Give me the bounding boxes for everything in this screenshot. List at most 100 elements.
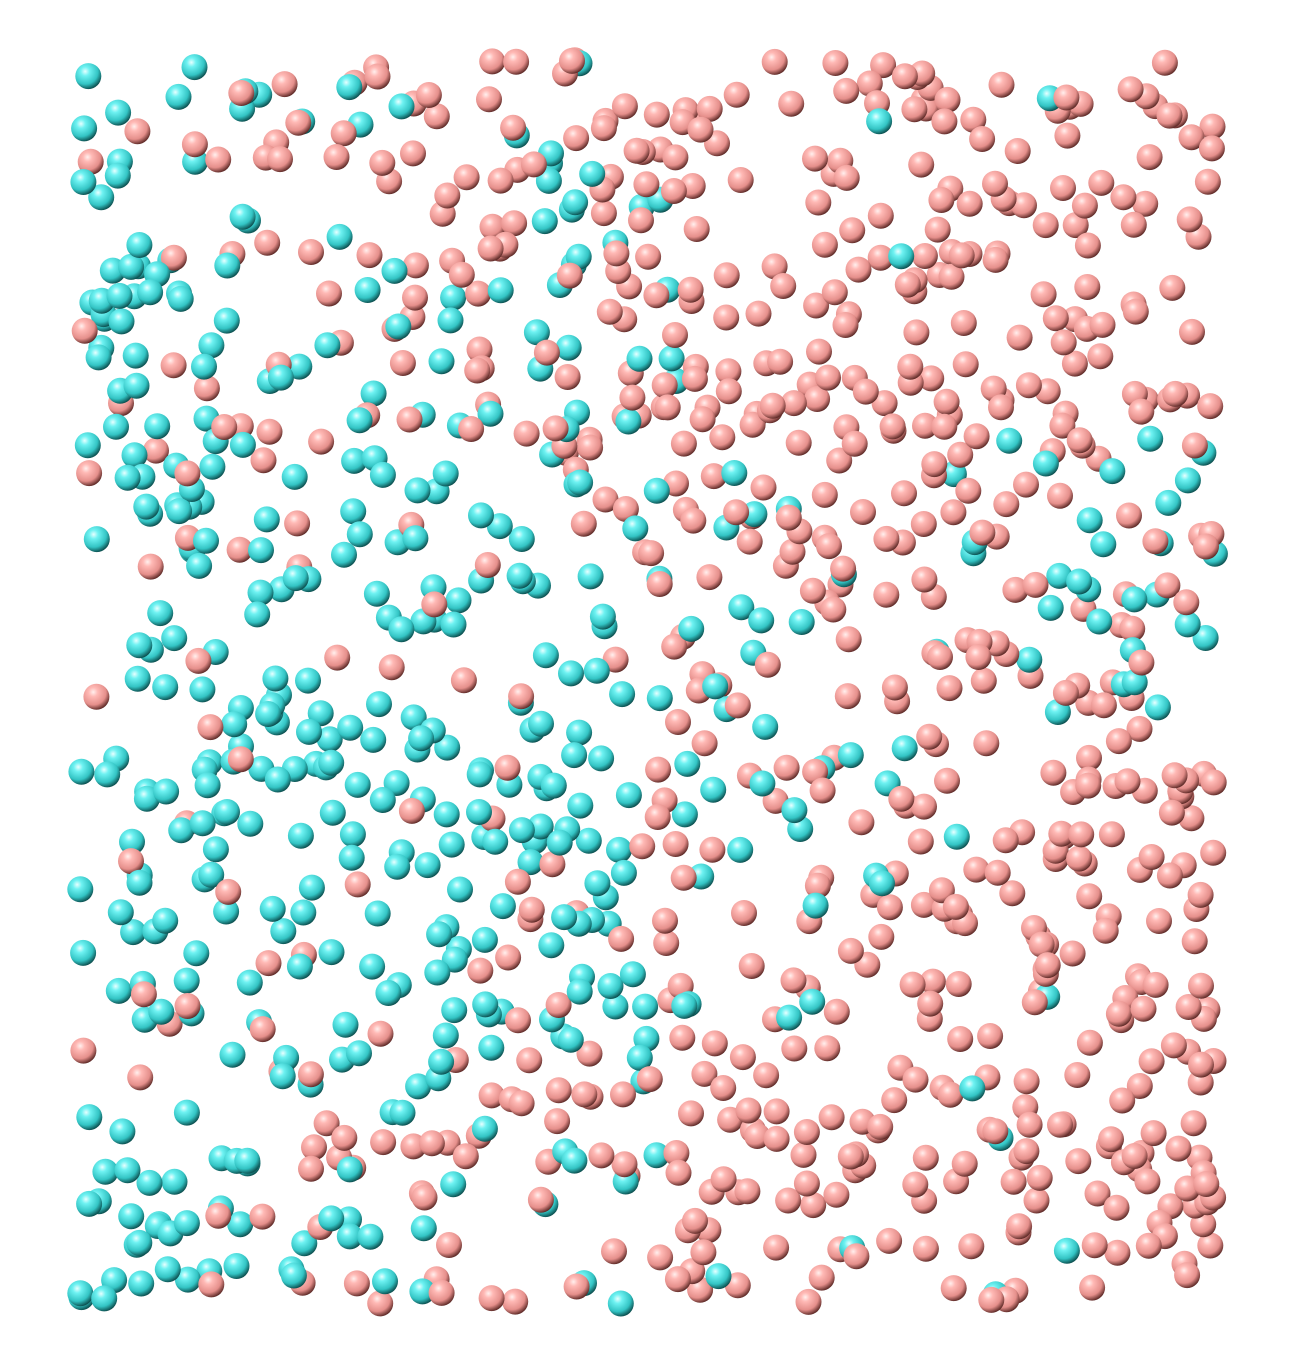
pink-particle	[1136, 144, 1163, 171]
cyan-particle	[567, 469, 594, 496]
cyan-particle	[643, 1142, 670, 1169]
cyan-particle	[346, 407, 373, 434]
pink-particle	[643, 282, 670, 309]
pink-particle	[1105, 1000, 1132, 1027]
cyan-particle	[316, 726, 343, 753]
pink-particle	[951, 1150, 978, 1177]
pink-particle	[1075, 772, 1102, 799]
pink-particle	[370, 1129, 397, 1156]
pink-particle	[731, 900, 757, 926]
cyan-particle	[577, 563, 604, 590]
cyan-particle	[523, 319, 550, 346]
pink-particle	[130, 981, 157, 1008]
pink-particle	[1000, 1168, 1027, 1195]
pink-particle	[1156, 102, 1183, 129]
cyan-particle	[441, 997, 468, 1024]
pink-particle	[1013, 1138, 1040, 1165]
cyan-particle	[319, 799, 346, 826]
pink-particle	[1142, 971, 1169, 998]
pink-particle	[520, 151, 547, 178]
pink-particle	[1188, 1051, 1214, 1078]
pink-particle	[271, 71, 298, 98]
cyan-particle	[615, 782, 642, 809]
pink-particle	[876, 1227, 903, 1254]
pink-particle	[1084, 1180, 1111, 1207]
cyan-particle	[528, 710, 554, 737]
cyan-particle	[166, 498, 193, 525]
cyan-particle	[428, 348, 455, 375]
pink-particle	[735, 1097, 762, 1124]
cyan-particle	[508, 817, 535, 844]
pink-particle	[982, 1118, 1009, 1145]
pink-particle	[841, 430, 868, 457]
cyan-particle	[508, 526, 535, 552]
pink-particle	[1062, 212, 1089, 239]
pink-particle	[228, 80, 255, 106]
cyan-particle	[76, 1190, 103, 1217]
pink-particle	[805, 189, 832, 216]
cyan-particle	[776, 1004, 803, 1031]
pink-particle	[464, 357, 491, 384]
pink-particle	[1034, 952, 1061, 979]
cyan-particle	[799, 988, 826, 1015]
pink-particle	[423, 103, 450, 130]
cyan-particle	[471, 1115, 498, 1142]
pink-particle	[450, 667, 477, 694]
pink-particle	[197, 714, 224, 741]
pink-particle	[1089, 311, 1116, 338]
pink-particle	[643, 101, 670, 128]
pink-particle	[411, 1184, 438, 1211]
pink-particle	[660, 178, 687, 204]
pink-particle	[727, 167, 754, 193]
cyan-particle	[136, 1169, 163, 1196]
cyan-particle	[153, 778, 180, 805]
pink-particle	[559, 47, 585, 74]
pink-particle	[879, 413, 906, 440]
cyan-particle	[290, 899, 317, 926]
pink-particle	[843, 1243, 870, 1270]
pink-particle	[601, 1238, 627, 1265]
cyan-particle	[255, 701, 282, 727]
pink-particle	[1146, 908, 1172, 934]
cyan-particle	[332, 1011, 359, 1038]
pink-particle	[389, 350, 416, 376]
cyan-particle	[381, 257, 408, 284]
pink-particle	[500, 114, 527, 141]
pink-particle	[1161, 762, 1188, 789]
pink-particle	[1175, 994, 1202, 1020]
pink-particle	[1198, 135, 1225, 162]
pink-particle	[677, 276, 704, 303]
cyan-particle	[632, 993, 659, 1020]
pink-particle	[963, 423, 990, 450]
pink-particle	[700, 463, 727, 490]
pink-particle	[1122, 298, 1149, 325]
pink-particle	[1179, 318, 1205, 345]
cyan-particle	[298, 874, 325, 901]
pink-particle	[577, 434, 604, 461]
cyan-particle	[400, 704, 427, 731]
cyan-particle	[447, 876, 473, 903]
pink-particle	[652, 907, 678, 934]
cyan-particle	[531, 208, 558, 235]
pink-particle	[211, 414, 238, 440]
pink-particle	[713, 304, 740, 331]
cyan-particle	[837, 742, 864, 769]
cyan-particle	[364, 900, 391, 927]
pink-particle	[1053, 84, 1080, 111]
pink-particle	[780, 390, 807, 417]
pink-particle	[1088, 169, 1115, 196]
cyan-particle	[103, 413, 129, 440]
pink-particle	[494, 754, 521, 781]
pink-particle	[1176, 206, 1203, 233]
pink-particle	[448, 261, 475, 288]
pink-particle	[1047, 1111, 1073, 1138]
cyan-particle	[173, 1210, 200, 1237]
pink-particle	[364, 63, 391, 90]
cyan-particle	[174, 1266, 201, 1293]
cyan-particle	[259, 895, 286, 922]
cyan-particle	[1099, 458, 1126, 485]
cyan-particle	[152, 907, 179, 934]
cyan-particle	[440, 284, 467, 311]
cyan-particle	[173, 967, 200, 994]
pink-particle	[378, 654, 405, 681]
